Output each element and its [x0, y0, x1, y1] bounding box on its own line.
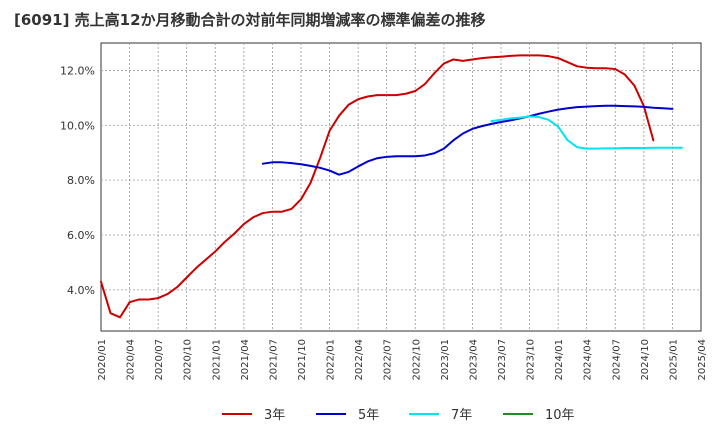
chart-title: [6091] 売上高12か月移動合計の対前年同期増減率の標準偏差の推移	[14, 11, 486, 29]
plot-frame	[100, 42, 702, 332]
x-tick-label: 2021/04	[240, 339, 251, 381]
legend-label-3年: 3年	[264, 408, 285, 423]
y-tick-label: 6.0%	[67, 229, 95, 242]
series-line-5年	[261, 104, 674, 176]
x-tick-label: 2020/04	[126, 339, 137, 381]
x-tick-label: 2024/01	[554, 339, 565, 381]
legend-label-10年: 10年	[545, 408, 575, 423]
legend-label-7年: 7年	[451, 408, 472, 423]
y-tick-label: 8.0%	[67, 174, 95, 187]
x-tick-label: 2024/07	[611, 339, 622, 381]
x-tick-label: 2023/01	[440, 339, 451, 381]
series-line-7年	[490, 115, 683, 150]
x-tick-label: 2020/01	[97, 339, 108, 381]
x-tick-label: 2023/07	[497, 339, 508, 381]
y-tick-label: 10.0%	[60, 119, 95, 132]
x-tick-label: 2021/10	[297, 339, 308, 381]
x-tick-label: 2025/04	[697, 339, 708, 381]
x-tick-label: 2021/01	[211, 339, 222, 381]
y-tick-label: 4.0%	[67, 284, 95, 297]
x-tick-label: 2022/01	[326, 339, 337, 381]
x-tick-label: 2022/07	[383, 339, 394, 381]
x-tick-label: 2020/10	[183, 339, 194, 381]
x-tick-label: 2024/04	[583, 339, 594, 381]
series-line-3年	[100, 54, 655, 319]
x-tick-label: 2024/10	[640, 339, 651, 381]
x-tick-label: 2023/04	[468, 339, 479, 381]
x-tick-label: 2021/07	[268, 339, 279, 381]
x-tick-label: 2022/10	[411, 339, 422, 381]
x-tick-label: 2020/07	[154, 339, 165, 381]
x-tick-label: 2023/10	[526, 339, 537, 381]
legend-label-5年: 5年	[358, 408, 379, 423]
x-tick-label: 2022/04	[354, 339, 365, 381]
y-tick-label: 12.0%	[60, 64, 95, 77]
x-tick-label: 2025/01	[668, 339, 679, 381]
